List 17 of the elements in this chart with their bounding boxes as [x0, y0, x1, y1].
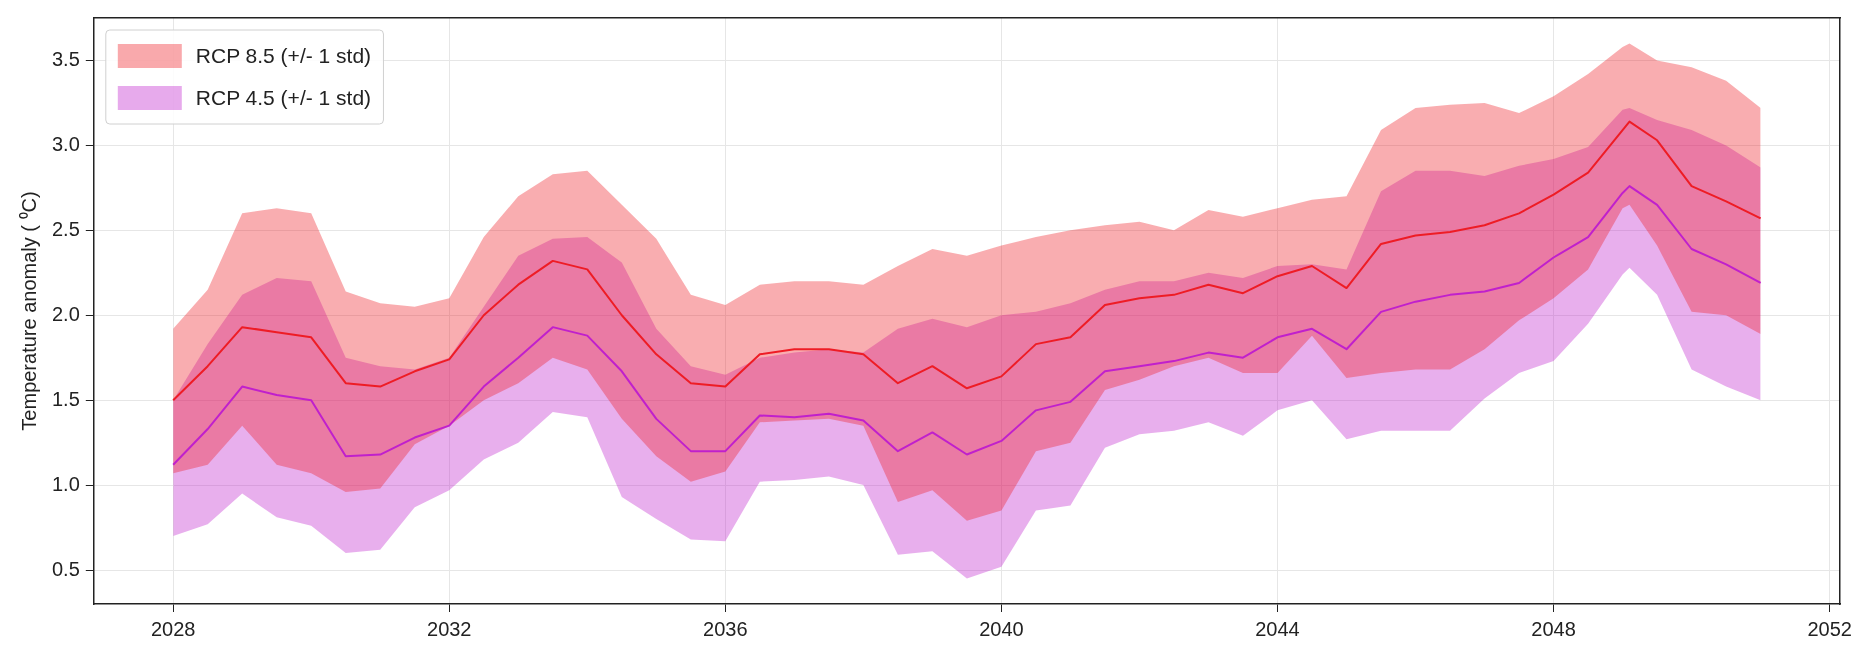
- x-tick-label: 2028: [150, 617, 196, 640]
- y-tick-label: 0.5: [51, 557, 80, 580]
- y-tick-label: 2.5: [51, 217, 80, 240]
- x-tick-label: 2048: [1531, 617, 1576, 640]
- legend-label: RCP 4.5 (+/- 1 std): [195, 85, 372, 109]
- x-tick-label: 2052: [1807, 617, 1852, 640]
- x-tick-label: 2032: [427, 617, 472, 640]
- y-tick-label: 2.0: [51, 302, 80, 325]
- y-axis-title: Temperature anomaly ( ⁰C): [17, 191, 40, 431]
- y-tick-label: 1.0: [51, 472, 80, 495]
- y-tick-label: 1.5: [51, 387, 80, 410]
- x-tick-label: 2040: [979, 617, 1024, 640]
- y-tick-label: 3.5: [51, 47, 80, 70]
- x-tick-label: 2044: [1255, 617, 1300, 640]
- x-tick-label: 2036: [703, 617, 748, 640]
- y-tick-label: 3.0: [51, 132, 80, 155]
- legend-label: RCP 8.5 (+/- 1 std): [195, 43, 372, 67]
